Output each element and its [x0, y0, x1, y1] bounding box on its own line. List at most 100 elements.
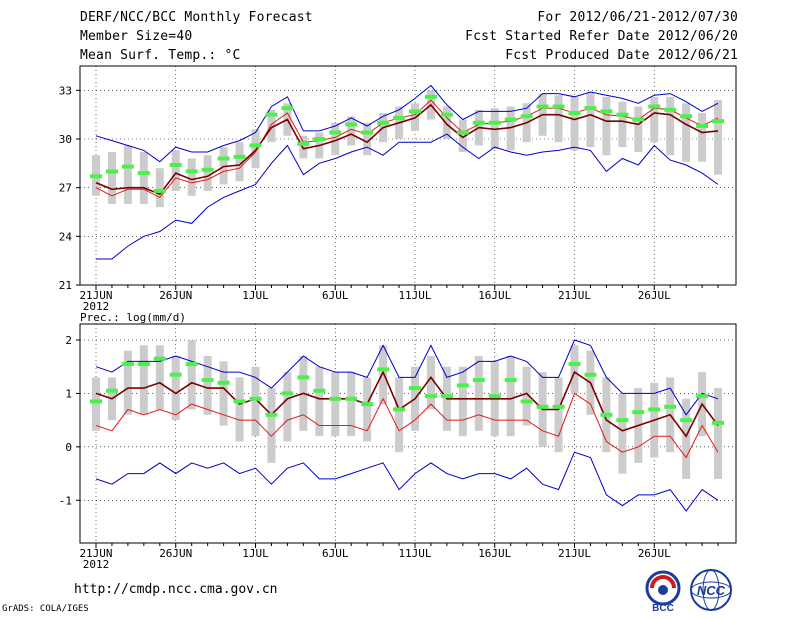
median-marker: [329, 130, 342, 135]
median-marker: [680, 114, 693, 119]
median-marker: [504, 117, 517, 122]
median-marker: [281, 391, 294, 396]
median-marker: [536, 104, 549, 109]
median-marker: [504, 378, 517, 383]
median-marker: [377, 367, 390, 372]
median-marker: [217, 156, 230, 161]
median-marker: [696, 124, 709, 129]
spread-bar: [203, 356, 212, 415]
y-tick-label: 27: [59, 182, 72, 195]
median-marker: [584, 106, 597, 111]
forecast-period-label: For 2012/06/21-2012/07/30: [537, 10, 738, 25]
spread-bar: [347, 372, 356, 437]
median-marker: [105, 388, 118, 393]
median-marker: [520, 114, 533, 119]
median-marker: [648, 407, 661, 412]
x-tick-label: 21JUN: [79, 289, 112, 302]
y-tick-label: 1: [65, 387, 72, 400]
source-url[interactable]: http://cmdp.ncc.cma.gov.cn: [74, 582, 278, 597]
spread-bar: [426, 356, 435, 410]
x-tick-label: 1JUL: [242, 547, 269, 560]
spread-bar: [347, 116, 356, 146]
median-marker: [281, 106, 294, 111]
median-marker: [456, 130, 469, 135]
median-marker: [409, 109, 421, 114]
median-marker: [169, 162, 182, 167]
spread-bar: [107, 151, 116, 204]
spread-bar: [123, 350, 132, 415]
median-marker: [424, 394, 437, 399]
median-marker: [297, 375, 310, 380]
x-tick-label: 11JUL: [398, 547, 431, 560]
median-marker: [648, 104, 661, 109]
y-tick-label: 30: [59, 133, 72, 146]
spread-bar: [123, 145, 132, 204]
spread-bar: [618, 101, 627, 148]
spread-bar: [139, 345, 148, 415]
x-tick-label: 6JUL: [322, 289, 349, 302]
median-marker: [185, 362, 198, 367]
ncc-logo-text: NCC: [697, 583, 726, 598]
min-line: [95, 451, 719, 512]
spread-bar: [570, 345, 579, 394]
x-year-label: 2012: [83, 300, 110, 313]
spread-bar: [522, 366, 531, 426]
median-marker: [185, 169, 198, 174]
median-marker: [456, 383, 469, 388]
spread-bar: [92, 377, 100, 431]
median-marker: [424, 94, 437, 99]
spread-bar: [379, 345, 388, 405]
median-marker: [90, 174, 102, 179]
grads-credit: GrADS: COLA/IGES: [2, 604, 89, 614]
spread-bar: [187, 158, 196, 196]
median-marker: [712, 420, 725, 425]
median-marker: [600, 109, 613, 114]
median-marker: [345, 396, 358, 401]
x-year-label: 2012: [83, 558, 110, 571]
spread-bar: [698, 113, 707, 162]
median-marker: [600, 412, 613, 417]
variable-label: Mean Surf. Temp.: °C: [80, 48, 241, 63]
median-marker: [472, 378, 485, 383]
spread-bar: [235, 377, 244, 442]
median-marker: [217, 380, 230, 385]
spread-bar: [634, 106, 643, 152]
median-marker: [265, 112, 278, 117]
refer-date-label: Fcst Started Refer Date 2012/06/20: [465, 29, 738, 44]
spread-bar: [618, 393, 627, 474]
spread-bar: [139, 151, 148, 204]
spread-bar: [363, 377, 372, 442]
median-marker: [472, 120, 485, 125]
precipitation-panel: -1 0 1 2 21JUN 26JUN 1JUL 6JUL 11JUL 16JUL 21JUL 26…: [59, 311, 737, 571]
median-marker: [345, 122, 358, 127]
x-tick-label: 26JUL: [638, 289, 671, 302]
spread-bar: [219, 147, 228, 185]
median-marker: [440, 112, 453, 117]
spread-bar: [267, 109, 276, 143]
spread-bar: [650, 96, 659, 143]
spread-bar: [363, 122, 372, 156]
median-marker: [153, 356, 166, 361]
median-marker: [377, 120, 390, 125]
spread-bar: [219, 361, 228, 426]
bcc-logo-text: BCC: [652, 603, 674, 614]
spread-bar: [235, 142, 244, 182]
spread-bar: [506, 106, 515, 151]
median-marker: [632, 117, 645, 122]
spread-bar: [666, 96, 675, 156]
produced-date-label: Fcst Produced Date 2012/06/21: [505, 48, 738, 63]
mean-line: [95, 370, 719, 438]
median-marker: [121, 362, 134, 367]
median-marker: [664, 404, 677, 409]
median-marker: [409, 386, 421, 391]
x-tick-label: 21JUN: [79, 547, 112, 560]
spread-bar: [554, 377, 563, 453]
median-marker: [233, 399, 246, 404]
bcc-logo: BCC: [645, 570, 681, 614]
median-marker: [488, 394, 501, 399]
y-tick-label: 33: [59, 84, 72, 97]
median-marker: [393, 407, 406, 412]
median-marker: [297, 141, 310, 146]
spread-bar: [554, 95, 563, 143]
median-marker: [696, 394, 709, 399]
